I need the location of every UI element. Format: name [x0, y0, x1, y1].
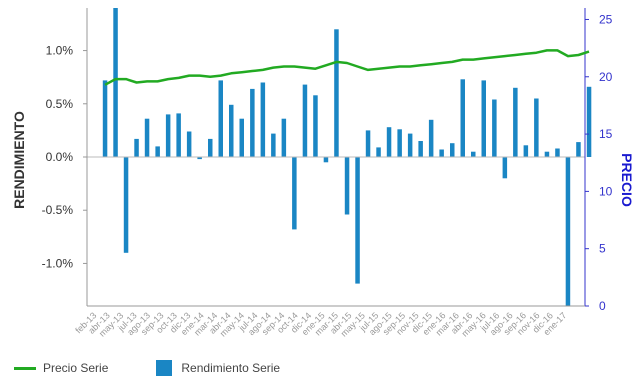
bar [576, 142, 581, 157]
y-tick-label-right: 5 [599, 242, 606, 256]
bar [397, 129, 402, 157]
bar [555, 148, 560, 157]
bar [502, 157, 508, 179]
bar [534, 98, 539, 157]
bar [186, 131, 192, 157]
legend-label-precio: Precio Serie [43, 361, 109, 375]
legend-item-rendimiento: Rendimiento Serie [156, 360, 280, 376]
bar [176, 113, 181, 157]
y-tick-label-right: 25 [599, 12, 613, 26]
y-axis-left-title: RENDIMIENTO [11, 111, 27, 209]
bar [586, 86, 592, 157]
bar [239, 118, 244, 157]
bar [229, 104, 234, 157]
legend: Precio Serie Rendimiento Serie [14, 358, 328, 378]
price-line [104, 49, 590, 86]
bar [334, 29, 339, 157]
bar [481, 80, 486, 157]
bar [281, 118, 287, 157]
bar [513, 87, 518, 157]
bar [155, 146, 160, 157]
legend-swatch-precio [14, 366, 36, 370]
y-tick-label-left: 0.0% [46, 150, 74, 164]
bar [218, 80, 223, 157]
bar [439, 149, 444, 157]
bar-series-rendimiento [102, 8, 592, 306]
bar [292, 157, 297, 230]
y-tick-label-left: 0.5% [46, 97, 74, 111]
bar [471, 151, 476, 157]
bar [165, 114, 171, 157]
bar [344, 157, 350, 215]
bar [418, 141, 423, 157]
chart-axes [83, 8, 589, 307]
bar [386, 127, 392, 157]
bar [123, 157, 129, 253]
y-tick-label-left: -0.5% [42, 203, 74, 217]
legend-swatch-rendimiento [156, 360, 173, 376]
y-tick-label-left: -1.0% [42, 256, 74, 270]
legend-item-precio: Precio Serie [14, 361, 108, 375]
bar [492, 99, 497, 157]
bar [113, 8, 118, 157]
line-series-precio [104, 49, 590, 86]
bar [460, 79, 465, 157]
bar [260, 82, 266, 157]
bar [144, 118, 150, 157]
bar [250, 88, 255, 157]
y-tick-label-right: 10 [599, 184, 613, 198]
y-tick-label-right: 15 [599, 127, 613, 141]
y-axis-right-title: PRECIO [619, 153, 633, 207]
bar [271, 133, 276, 157]
legend-label-rendimiento: Rendimiento Serie [181, 361, 281, 375]
bar [376, 147, 381, 157]
bar [450, 143, 455, 157]
bar [523, 145, 529, 157]
bar [323, 157, 329, 163]
bar [197, 157, 202, 160]
bar [102, 80, 108, 157]
y-tick-label-left: 1.0% [46, 44, 74, 58]
bar [544, 151, 550, 157]
bar [365, 130, 371, 157]
bar [313, 95, 318, 157]
y-tick-label-right: 20 [599, 70, 613, 84]
bar [208, 138, 213, 157]
y-tick-label-right: 0 [599, 299, 606, 313]
bar [565, 157, 571, 306]
bar [355, 157, 360, 284]
bar [302, 84, 308, 157]
bar [134, 138, 139, 157]
bar [407, 133, 413, 157]
bar [428, 119, 434, 158]
